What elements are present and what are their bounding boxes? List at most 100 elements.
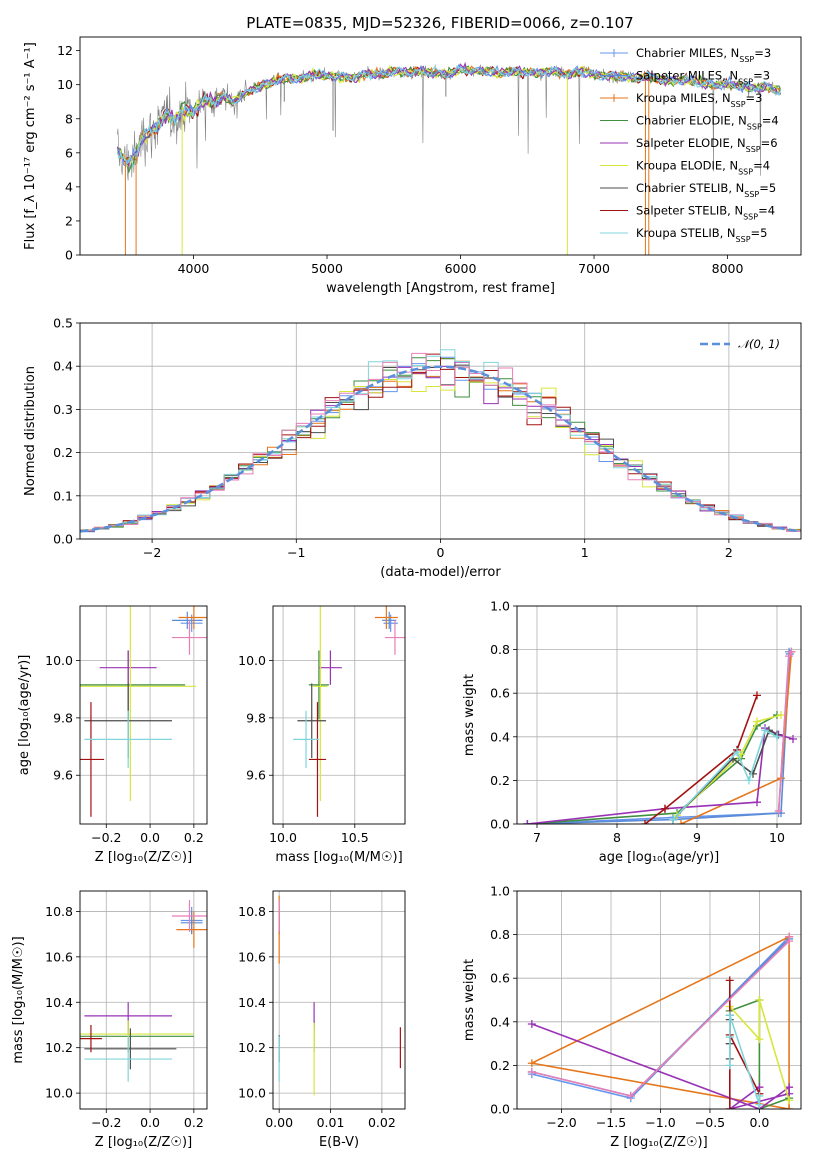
age_vs_mass-frame bbox=[272, 605, 406, 825]
weight_vs_Z-axes: −2.0 −1.5 −1.0 −0.5 0.0 0.0 0.2 0.4 0.6 0.8 1.0 Z [… bbox=[462, 884, 801, 1150]
weight-marker bbox=[725, 1011, 734, 1020]
weight-marker bbox=[661, 804, 669, 813]
axis-label-x: mass [log₁₀(M/M☉)] bbox=[275, 850, 402, 865]
weight-marker bbox=[753, 691, 761, 700]
weight-line bbox=[729, 1015, 761, 1105]
age_vs_Z-errorbars bbox=[80, 606, 207, 817]
histogram-step bbox=[80, 352, 801, 532]
weight-line bbox=[527, 714, 778, 824]
tick-label-y: 2 bbox=[65, 213, 73, 228]
tick-label-y: 9.8 bbox=[246, 710, 266, 725]
weight_vs_age-lines bbox=[523, 647, 797, 824]
legend-label: Chabrier MILES, NSSP=3 bbox=[636, 46, 771, 64]
tick-label-x: 9 bbox=[693, 830, 701, 845]
tick-label-y: 10.6 bbox=[45, 949, 73, 964]
tick-label-y: 10.4 bbox=[45, 995, 73, 1010]
tick-label-y: 4 bbox=[65, 179, 73, 194]
axis-label-y: age [log₁₀(age/yr)] bbox=[17, 655, 32, 776]
tick-label-x: 4000 bbox=[178, 261, 210, 276]
tick-label-x: −0.2 bbox=[91, 1115, 121, 1130]
tick-label-x: 0.02 bbox=[368, 1115, 396, 1130]
tick-label-x: 8000 bbox=[712, 261, 744, 276]
tick-label-x: 0.2 bbox=[184, 830, 204, 845]
axis-label-y: Flux [f_λ 10⁻¹⁷ erg cm⁻² s⁻¹ A⁻¹] bbox=[23, 42, 38, 250]
tick-label-x: 0 bbox=[437, 545, 445, 560]
tick-label-y: 0.0 bbox=[53, 532, 73, 547]
tick-label-x: 1 bbox=[581, 545, 589, 560]
weight-marker bbox=[733, 748, 741, 757]
axis-label-y: mass [log₁₀(M/M☉)] bbox=[11, 936, 26, 1063]
tick-label-x: 10.0 bbox=[269, 830, 297, 845]
tick-label-y: 1.0 bbox=[490, 884, 510, 899]
tick-label-y: 1.0 bbox=[490, 599, 510, 614]
tick-label-x: −1.0 bbox=[645, 1115, 675, 1130]
weight-marker bbox=[725, 976, 734, 985]
weight-line bbox=[672, 729, 778, 821]
weight-marker bbox=[669, 815, 677, 824]
tick-label-y: 10.0 bbox=[45, 653, 73, 668]
tick-label-y: 10.0 bbox=[238, 653, 266, 668]
tick-label-y: 10.0 bbox=[45, 1086, 73, 1101]
axis-label-x: age [log₁₀(age/yr)] bbox=[599, 850, 720, 865]
model-spectrum bbox=[117, 65, 782, 174]
tick-label-y: 0 bbox=[65, 248, 73, 263]
tick-label-y: 9.6 bbox=[246, 768, 266, 783]
axis-label-x: Z [log₁₀(Z/Z☉)] bbox=[95, 850, 192, 865]
age_vs_mass-errorbars bbox=[293, 606, 405, 817]
weight-line bbox=[676, 714, 782, 816]
tick-label-y: 0.4 bbox=[490, 729, 510, 744]
weight-marker bbox=[753, 717, 761, 726]
tick-label-y: 10.8 bbox=[45, 904, 73, 919]
mass_vs_Z-frame bbox=[79, 890, 208, 1110]
tick-label-y: 0.4 bbox=[490, 1014, 510, 1029]
mass_vs_EBV-axes: 0.00 0.01 0.02 10.0 10.2 10.4 10.6 10.8 E(B-V) bbox=[238, 891, 405, 1150]
spectrum-legend: Chabrier MILES, NSSP=3 Salpeter MILES, NS… bbox=[600, 46, 779, 244]
weight-marker bbox=[725, 1033, 734, 1042]
spectrum-frame bbox=[79, 36, 802, 256]
weight-marker bbox=[745, 776, 753, 785]
weight_vs_age-frame bbox=[516, 605, 802, 825]
axis-label-x: Z [log₁₀(Z/Z☉)] bbox=[610, 1135, 707, 1150]
weight-marker bbox=[753, 798, 761, 807]
weight-marker bbox=[755, 1100, 764, 1109]
axis-label-x: Z [log₁₀(Z/Z☉)] bbox=[95, 1135, 192, 1150]
tick-label-x: −2 bbox=[143, 545, 161, 560]
weight-marker bbox=[785, 932, 794, 941]
tick-label-y: 10.6 bbox=[238, 949, 266, 964]
legend-marker bbox=[610, 71, 618, 80]
weight-line bbox=[729, 999, 790, 1101]
tick-label-y: 0.3 bbox=[53, 402, 73, 417]
weight_vs_Z-frame bbox=[516, 890, 802, 1110]
histogram-legend: 𝒩(0, 1) bbox=[700, 337, 780, 351]
weight-marker bbox=[773, 732, 781, 741]
tick-label-x: −1.5 bbox=[596, 1115, 626, 1130]
legend-label: Salpeter ELODIE, NSSP=6 bbox=[636, 136, 778, 154]
legend-label: Kroupa ELODIE, NSSP=4 bbox=[636, 159, 770, 177]
tick-label-x: 5000 bbox=[311, 261, 343, 276]
legend-marker bbox=[610, 49, 618, 57]
mass_vs_EBV-errorbars bbox=[278, 895, 401, 1096]
tick-label-x: 0.0 bbox=[749, 1115, 769, 1130]
weight-line bbox=[529, 935, 790, 1109]
histogram-bars bbox=[80, 349, 801, 533]
tick-label-y: 8 bbox=[65, 111, 73, 126]
tick-label-y: 0.6 bbox=[490, 971, 510, 986]
age_vs_Z-frame bbox=[79, 605, 208, 825]
mass_vs_EBV-frame bbox=[272, 890, 406, 1110]
axis-label-y: mass weight bbox=[462, 959, 477, 1041]
tick-label-y: 0.0 bbox=[490, 817, 510, 832]
tick-label-y: 0.2 bbox=[490, 1058, 510, 1073]
tick-label-x: 0.0 bbox=[140, 830, 160, 845]
tick-label-x: 10 bbox=[769, 830, 785, 845]
tick-label-y: 0.0 bbox=[490, 1102, 510, 1117]
weight-line bbox=[680, 651, 793, 824]
weight-marker bbox=[761, 726, 769, 735]
model-spectrum bbox=[116, 64, 782, 169]
weight-marker bbox=[677, 820, 685, 824]
weight-marker bbox=[755, 1091, 764, 1100]
tick-label-y: 0.6 bbox=[490, 686, 510, 701]
legend-label: Chabrier ELODIE, NSSP=4 bbox=[636, 114, 779, 132]
weight-marker bbox=[789, 734, 797, 743]
tick-label-y: 10.2 bbox=[45, 1040, 73, 1055]
